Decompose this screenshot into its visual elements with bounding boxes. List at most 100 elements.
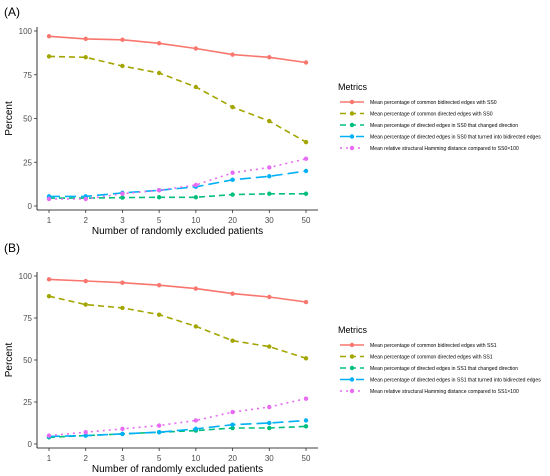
x-tick-label: 30 — [265, 454, 274, 463]
legend-key-marker — [349, 342, 355, 348]
data-point — [156, 423, 162, 428]
series-line — [49, 170, 307, 198]
data-point — [120, 63, 125, 69]
legend-key-marker — [349, 99, 355, 105]
data-point — [267, 294, 272, 300]
data-point — [46, 433, 52, 438]
series-line — [48, 397, 307, 437]
legend-key-marker — [349, 388, 355, 394]
x-tick-label: 50 — [302, 454, 311, 463]
data-point — [193, 195, 199, 200]
data-point — [46, 196, 52, 202]
legend-key-marker — [349, 122, 355, 128]
x-tick-label: 10 — [191, 454, 200, 463]
data-point — [156, 41, 162, 46]
data-point — [230, 425, 235, 431]
data-point — [230, 104, 235, 110]
data-point — [83, 55, 88, 60]
data-point — [193, 286, 199, 291]
x-tick-label: 1 — [47, 216, 52, 225]
x-tick-label: 3 — [120, 454, 125, 463]
data-point — [230, 177, 235, 182]
series-0 — [46, 277, 309, 305]
legend-label: Mean percentage of directed edges in SS0… — [370, 123, 518, 129]
data-point — [303, 60, 309, 65]
legend-label: Mean percentage of common bidirected edg… — [370, 343, 497, 349]
data-point — [156, 312, 162, 317]
legend-label: Mean percentage of directed edges in SS0… — [370, 135, 541, 141]
data-point — [156, 283, 162, 288]
data-point — [120, 191, 125, 196]
data-point — [193, 84, 199, 90]
legend-key-marker — [349, 354, 355, 359]
x-tick-label: 50 — [302, 216, 311, 225]
data-point — [83, 302, 88, 307]
y-tick-label: 25 — [23, 398, 32, 407]
data-point — [120, 431, 125, 437]
data-point — [267, 191, 272, 196]
legend-label: Mean percentage of common directed edges… — [370, 355, 493, 361]
data-point — [303, 168, 309, 174]
x-tick-label: 2 — [83, 216, 88, 225]
data-point — [303, 356, 309, 361]
x-axis-label: Number of randomly excluded patients — [92, 226, 263, 237]
x-tick-label: 5 — [157, 216, 162, 225]
series-line — [48, 278, 307, 303]
series-line — [48, 55, 307, 143]
series-line — [48, 35, 307, 64]
data-point — [230, 52, 235, 57]
data-point — [303, 424, 309, 429]
series-line — [49, 158, 307, 200]
data-point — [303, 191, 309, 196]
data-point — [193, 418, 199, 423]
series-4 — [46, 396, 309, 438]
series-3 — [46, 418, 309, 439]
y-tick-label: 100 — [19, 272, 33, 281]
data-point — [303, 299, 309, 305]
legend-label: Mean relative structural Hamming distanc… — [370, 146, 519, 152]
data-point — [303, 396, 309, 401]
data-point — [267, 420, 272, 426]
data-point — [193, 182, 199, 188]
data-point — [230, 291, 235, 296]
x-tick-label: 20 — [228, 454, 237, 463]
y-tick-label: 100 — [19, 27, 33, 36]
y-tick-label: 75 — [23, 71, 32, 80]
data-point — [83, 196, 88, 202]
data-point — [83, 278, 88, 284]
legend-label: Mean relative structural Hamming distanc… — [370, 389, 519, 395]
data-point — [83, 433, 88, 438]
legend-key-marker — [349, 377, 355, 382]
legend-title: Metrics — [338, 325, 367, 335]
data-point — [156, 188, 162, 193]
series-line — [48, 295, 307, 360]
data-point — [230, 192, 235, 197]
data-point — [230, 409, 235, 415]
y-tick-label: 50 — [23, 115, 32, 124]
data-point — [46, 34, 52, 39]
x-tick-label: 30 — [265, 216, 274, 225]
data-point — [120, 37, 125, 42]
data-point — [267, 404, 272, 410]
legend-key-marker — [349, 111, 355, 116]
data-point — [267, 344, 272, 349]
data-point — [46, 277, 52, 282]
y-tick-label: 75 — [23, 314, 32, 323]
data-point — [303, 418, 309, 423]
x-axis-label: Number of randomly excluded patients — [92, 464, 263, 475]
data-point — [120, 195, 125, 200]
data-point — [46, 293, 52, 299]
panel-label: (B) — [4, 241, 20, 255]
legend-label: Mean percentage of directed edges in SS1… — [370, 378, 541, 384]
data-point — [267, 425, 272, 431]
data-point — [267, 165, 272, 170]
x-tick-label: 1 — [47, 454, 52, 463]
data-point — [193, 426, 199, 432]
x-tick-label: 20 — [228, 216, 237, 225]
series-1 — [46, 293, 309, 361]
data-point — [156, 70, 162, 76]
series-line — [48, 419, 307, 438]
data-point — [156, 430, 162, 435]
legend-title: Metrics — [338, 82, 367, 92]
data-point — [230, 422, 235, 427]
